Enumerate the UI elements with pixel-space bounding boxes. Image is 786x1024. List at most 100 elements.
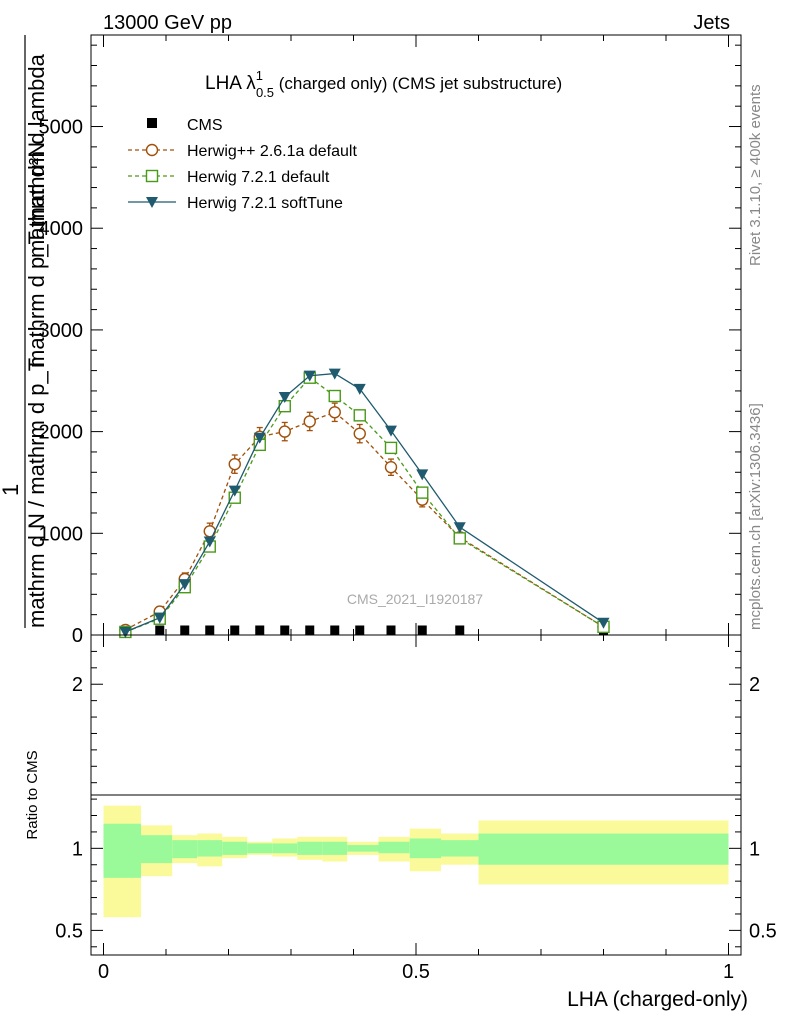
data-point-cms [386,625,396,635]
data-point-herwigpp [384,461,398,474]
legend-marker-herwigpp [145,143,159,157]
mcplots-label: mcplots.cern.ch [arXiv:1306.3436] [747,403,764,630]
data-point-softtune [597,617,610,629]
data-point-softtune [228,485,241,497]
ratio-band-inner [272,843,298,854]
data-point-herwigpp [303,415,316,428]
legend-entry-softtune: Herwig 7.2.1 softTune [128,195,343,212]
x-tick-label: 0 [98,961,109,983]
legend-label-cms: CMS [187,117,223,134]
legend-label-herwigpp: Herwig++ 2.6.1a default [187,143,357,160]
ratio-band-inner [441,840,479,857]
legend: CMS Herwig++ 2.6.1a default Herwig 7.2.1… [128,117,357,212]
ratio-y-tick-label-right: 0.5 [749,920,777,942]
ratio-y-label: Ratio to CMS [24,750,41,839]
main-y-label: mathrm d²N mathrm d p_T mathrm d lambda … [0,35,49,628]
data-point-softtune [153,612,166,624]
ratio-y-tick-label-left: 1 [72,838,83,860]
ratio-band-inner [141,835,173,864]
data-point-herwigpp [228,457,241,471]
data-point-herwig721 [453,532,466,545]
ratio-band-inner [103,823,141,878]
ratio-band-inner [197,840,223,857]
ratio-y-tick-label-right: 2 [749,674,760,696]
legend-entry-herwig721: Herwig 7.2.1 default [128,169,330,186]
data-point-cms [255,625,265,635]
chart-title: LHA λ1 0.5 (charged only) (CMS jet substr… [205,68,562,100]
ratio-band-inner [322,841,348,855]
ratio-band-inner [347,845,379,852]
legend-marker-cms [147,118,157,128]
title-sup: 1 [256,68,263,83]
ratio-y-tick-label-left: 0.5 [55,920,83,942]
legend-entry-cms: CMS [147,117,223,134]
data-point-cms [455,625,465,635]
main-frame [90,34,742,636]
data-point-cms [155,625,165,635]
legend-label-herwig721: Herwig 7.2.1 default [187,169,330,186]
legend-marker-softtune [146,197,158,208]
data-point-herwigpp [278,425,291,438]
ratio-band-inner [297,841,323,855]
data-point-softtune [353,383,366,395]
data-point-cms [280,625,290,635]
y-tick-label: 1000 [39,523,84,545]
data-point-softtune [416,469,429,481]
y-tick-label: 3000 [39,320,84,342]
data-point-cms [305,625,315,635]
series-line-herwig-7-2-1-softtune [125,372,604,633]
data-point-herwig721 [353,409,366,422]
data-point-softtune [253,432,266,444]
ratio-band-inner [409,838,441,859]
ratio-y-tick-label-left: 2 [72,674,83,696]
series-line-herwig-2-6-1a-default [125,411,604,631]
x-axis-label: LHA (charged-only) [567,988,748,1011]
x-tick-label: 0.5 [402,961,430,983]
legend-label-softtune: Herwig 7.2.1 softTune [187,195,343,212]
y-tick-label: 5000 [39,117,84,139]
data-point-cms [417,625,427,635]
ratio-y-tick-labels: 0.5 0.5 1 1 2 2 [55,674,777,942]
main-series-layer [119,368,610,639]
data-point-herwig721 [384,441,398,455]
rivet-label: Rivet 3.1.10, ≥ 400k events [747,84,764,266]
data-point-cms [205,625,215,635]
y-tick-label: 2000 [39,422,84,444]
ratio-band-inner [247,843,273,854]
data-point-cms [230,625,240,635]
title-rest: (charged only) (CMS jet substructure) [274,74,562,93]
data-point-herwig721 [328,389,341,403]
ratio-band-inner [172,840,198,859]
ratio-band-inner [478,833,729,865]
ratio-band-inner [378,841,410,854]
legend-entry-herwigpp: Herwig++ 2.6.1a default [128,143,357,160]
data-point-cms [355,625,365,635]
ylabel-top: mathrm d²N [24,142,49,258]
data-point-herwigpp [328,406,341,419]
ratio-x-tick-labels: 0 0.5 1 [98,961,734,983]
ratio-band-inner [222,841,248,855]
data-point-softtune [119,626,132,638]
ratio-panel: 0.5 0.5 1 1 2 2 0 0.5 1 Ratio to CMS LHA (charg… [24,634,777,1011]
data-point-softtune [453,522,466,534]
data-point-herwig721 [416,486,429,499]
ylabel-bot: mathrm d N / mathrm d p_T [24,358,49,628]
data-point-herwigpp [353,427,366,440]
data-point-softtune [328,368,341,380]
watermark: CMS_2021_I1920187 [347,591,483,607]
y-tick-label: 0 [72,625,83,647]
title-main: LHA λ [205,73,256,94]
header-left: 13000 GeV pp [103,12,232,34]
legend-marker-herwig721 [145,169,159,183]
y-tick-label: 4000 [39,218,84,240]
ylabel-top2: mathrm d p_T mathrm d lambda [24,53,49,368]
title-sub: 0.5 [256,85,274,100]
header-right: Jets [693,12,730,34]
data-point-softtune [178,579,191,591]
data-point-softtune [303,370,316,382]
data-point-softtune [385,425,397,437]
ylabel-mid: 1 [0,484,23,496]
ratio-y-tick-label-right: 1 [749,838,760,860]
